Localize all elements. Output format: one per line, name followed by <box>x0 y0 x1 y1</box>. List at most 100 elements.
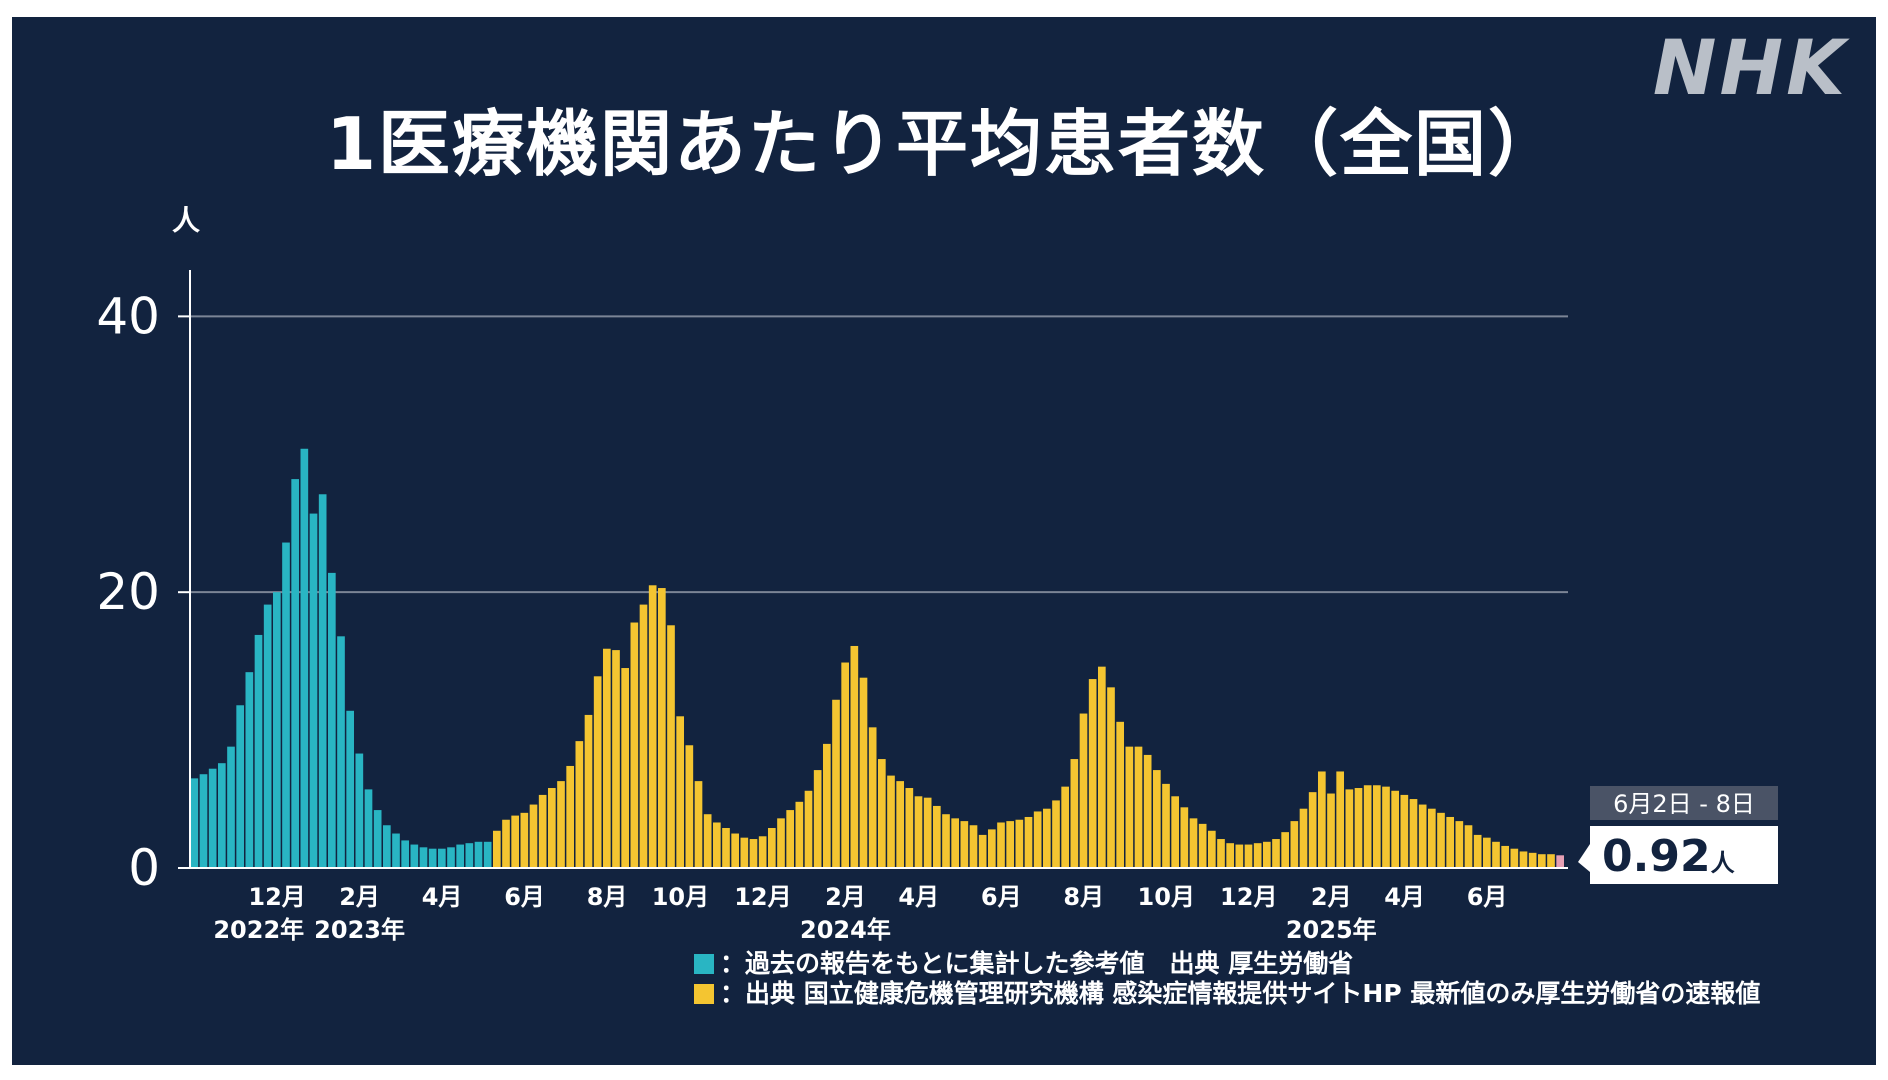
bar <box>355 753 364 868</box>
bar <box>1272 839 1280 868</box>
y-axis-unit: 人 <box>172 204 200 237</box>
bar <box>1052 800 1060 868</box>
bar <box>988 829 996 868</box>
bar <box>1134 746 1143 868</box>
bar <box>1079 713 1088 868</box>
callout-period: 6月2日 - 8日 <box>1613 790 1755 818</box>
bar <box>1464 825 1473 868</box>
bar <box>1015 819 1024 868</box>
bar <box>1519 851 1528 868</box>
bar <box>309 513 318 868</box>
bar <box>896 781 904 868</box>
bar <box>593 676 602 868</box>
legend-item-current: ：出典 国立健康危機管理研究機構 感染症情報提供サイトHP 最新値のみ厚生労働省… <box>694 974 1760 1010</box>
bar <box>777 818 785 868</box>
legend-label-past: ：過去の報告をもとに集計した参考値 出典 厚生労働省 <box>720 949 1354 978</box>
bar <box>1354 788 1363 868</box>
bar <box>603 648 611 868</box>
bar <box>850 645 859 868</box>
bar <box>557 781 565 868</box>
bar <box>997 822 1005 868</box>
bar <box>621 668 629 868</box>
bar <box>768 828 776 868</box>
bar <box>428 848 437 868</box>
x-tick-label: 2月 <box>825 883 866 911</box>
bar <box>502 819 510 868</box>
bar <box>612 650 620 868</box>
bar <box>1143 754 1152 868</box>
x-tick-label: 6月 <box>981 883 1022 911</box>
legend-swatch-past <box>694 954 714 974</box>
bar <box>694 781 703 868</box>
bar <box>1116 721 1124 868</box>
bar <box>1373 785 1381 868</box>
bar <box>346 710 354 868</box>
bar <box>639 604 648 868</box>
legend-swatch-current <box>694 984 714 1004</box>
x-tick-label: 12月 <box>1220 883 1277 911</box>
bar <box>942 814 950 868</box>
bar <box>1253 843 1262 868</box>
bar <box>749 839 758 868</box>
bar <box>722 828 730 868</box>
bar <box>1033 811 1042 868</box>
bar <box>1455 821 1464 868</box>
y-tick-label: 0 <box>128 839 160 897</box>
bar <box>493 830 501 868</box>
bar <box>584 714 593 868</box>
x-tick-label: 2月 <box>1311 883 1352 911</box>
callout-pointer <box>1578 844 1590 872</box>
bar <box>1088 679 1097 868</box>
bar <box>1363 785 1372 868</box>
bar <box>208 768 217 868</box>
bar <box>667 625 675 868</box>
chart-title: 1医療機関あたり平均患者数（全国） <box>325 102 1563 186</box>
bar <box>1024 816 1033 868</box>
bar <box>658 588 666 868</box>
bar <box>933 805 941 868</box>
bar <box>1418 804 1427 868</box>
bar <box>401 840 409 868</box>
bar <box>960 821 969 868</box>
bar <box>1208 830 1216 868</box>
legend-item-past: ：過去の報告をもとに集計した参考値 出典 厚生労働省 <box>694 944 1353 980</box>
bar <box>465 843 474 868</box>
bar <box>676 716 684 868</box>
callout-value: 0.92人 <box>1602 831 1735 882</box>
callout-value-box <box>1590 826 1778 884</box>
bar <box>273 592 281 868</box>
bar <box>1299 808 1308 868</box>
bar <box>1006 821 1014 868</box>
x-tick-label: 6月 <box>1467 883 1508 911</box>
bar <box>282 542 290 868</box>
bar <box>832 699 840 868</box>
bar <box>813 770 822 868</box>
callout-value-number: 0.92 <box>1602 831 1711 882</box>
x-tick-label: 2月 <box>339 883 380 911</box>
legend-label-current: ：出典 国立健康危機管理研究機構 感染症情報提供サイトHP 最新値のみ厚生労働省… <box>720 979 1761 1008</box>
bar <box>1263 841 1271 868</box>
bar <box>383 825 391 868</box>
callout-period-box <box>1590 786 1778 820</box>
bar <box>823 743 831 868</box>
bar <box>630 622 639 868</box>
bar <box>1382 786 1390 868</box>
bar <box>392 833 400 868</box>
bar <box>841 662 849 868</box>
bar <box>1162 783 1170 868</box>
bar <box>1528 852 1537 868</box>
bar <box>923 797 932 868</box>
bar <box>878 759 886 868</box>
bar <box>1189 818 1198 868</box>
y-tick-label: 40 <box>96 287 160 345</box>
bar <box>218 763 226 868</box>
x-tick-label: 8月 <box>587 883 628 911</box>
callout-value-unit: 人 <box>1711 849 1735 877</box>
bar <box>804 790 813 868</box>
bar <box>520 812 529 868</box>
bar <box>1446 816 1454 868</box>
bar <box>263 604 272 868</box>
bar <box>1244 844 1253 868</box>
bar <box>1217 839 1225 868</box>
